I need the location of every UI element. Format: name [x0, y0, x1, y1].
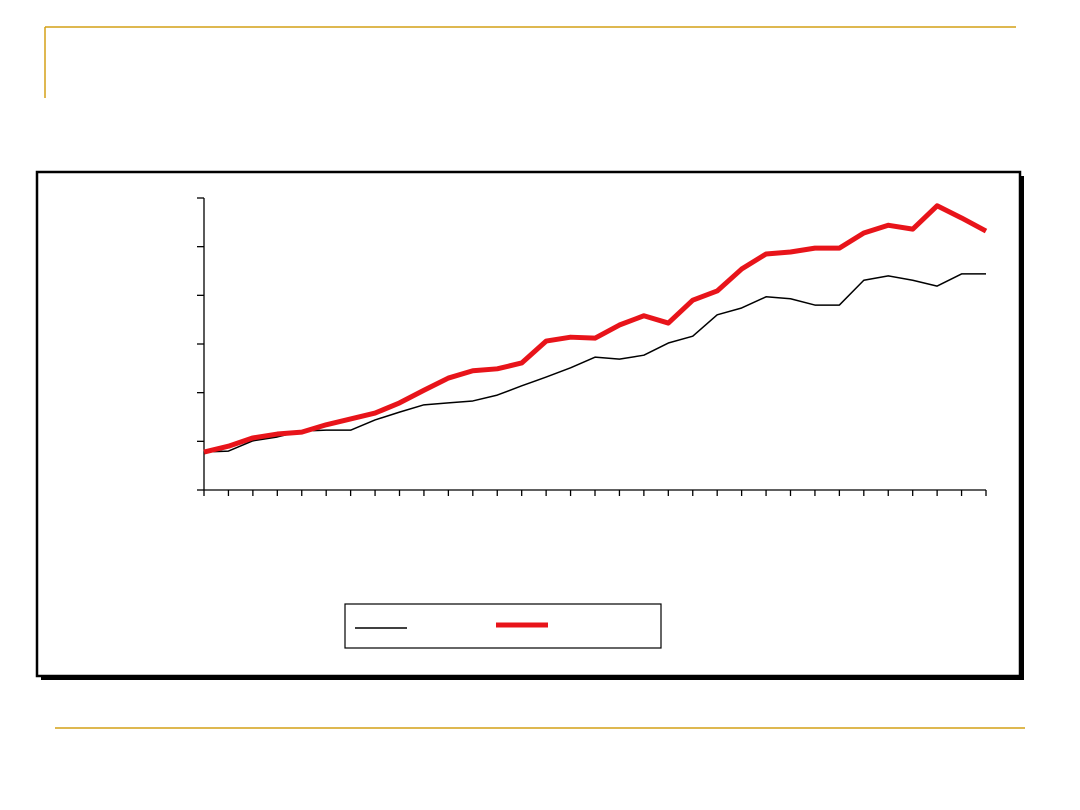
chart-frame: [35, 170, 1022, 678]
legend-box: [344, 603, 662, 649]
series-line: [203, 203, 988, 455]
plot: [197, 197, 988, 496]
series-line: [203, 273, 986, 453]
